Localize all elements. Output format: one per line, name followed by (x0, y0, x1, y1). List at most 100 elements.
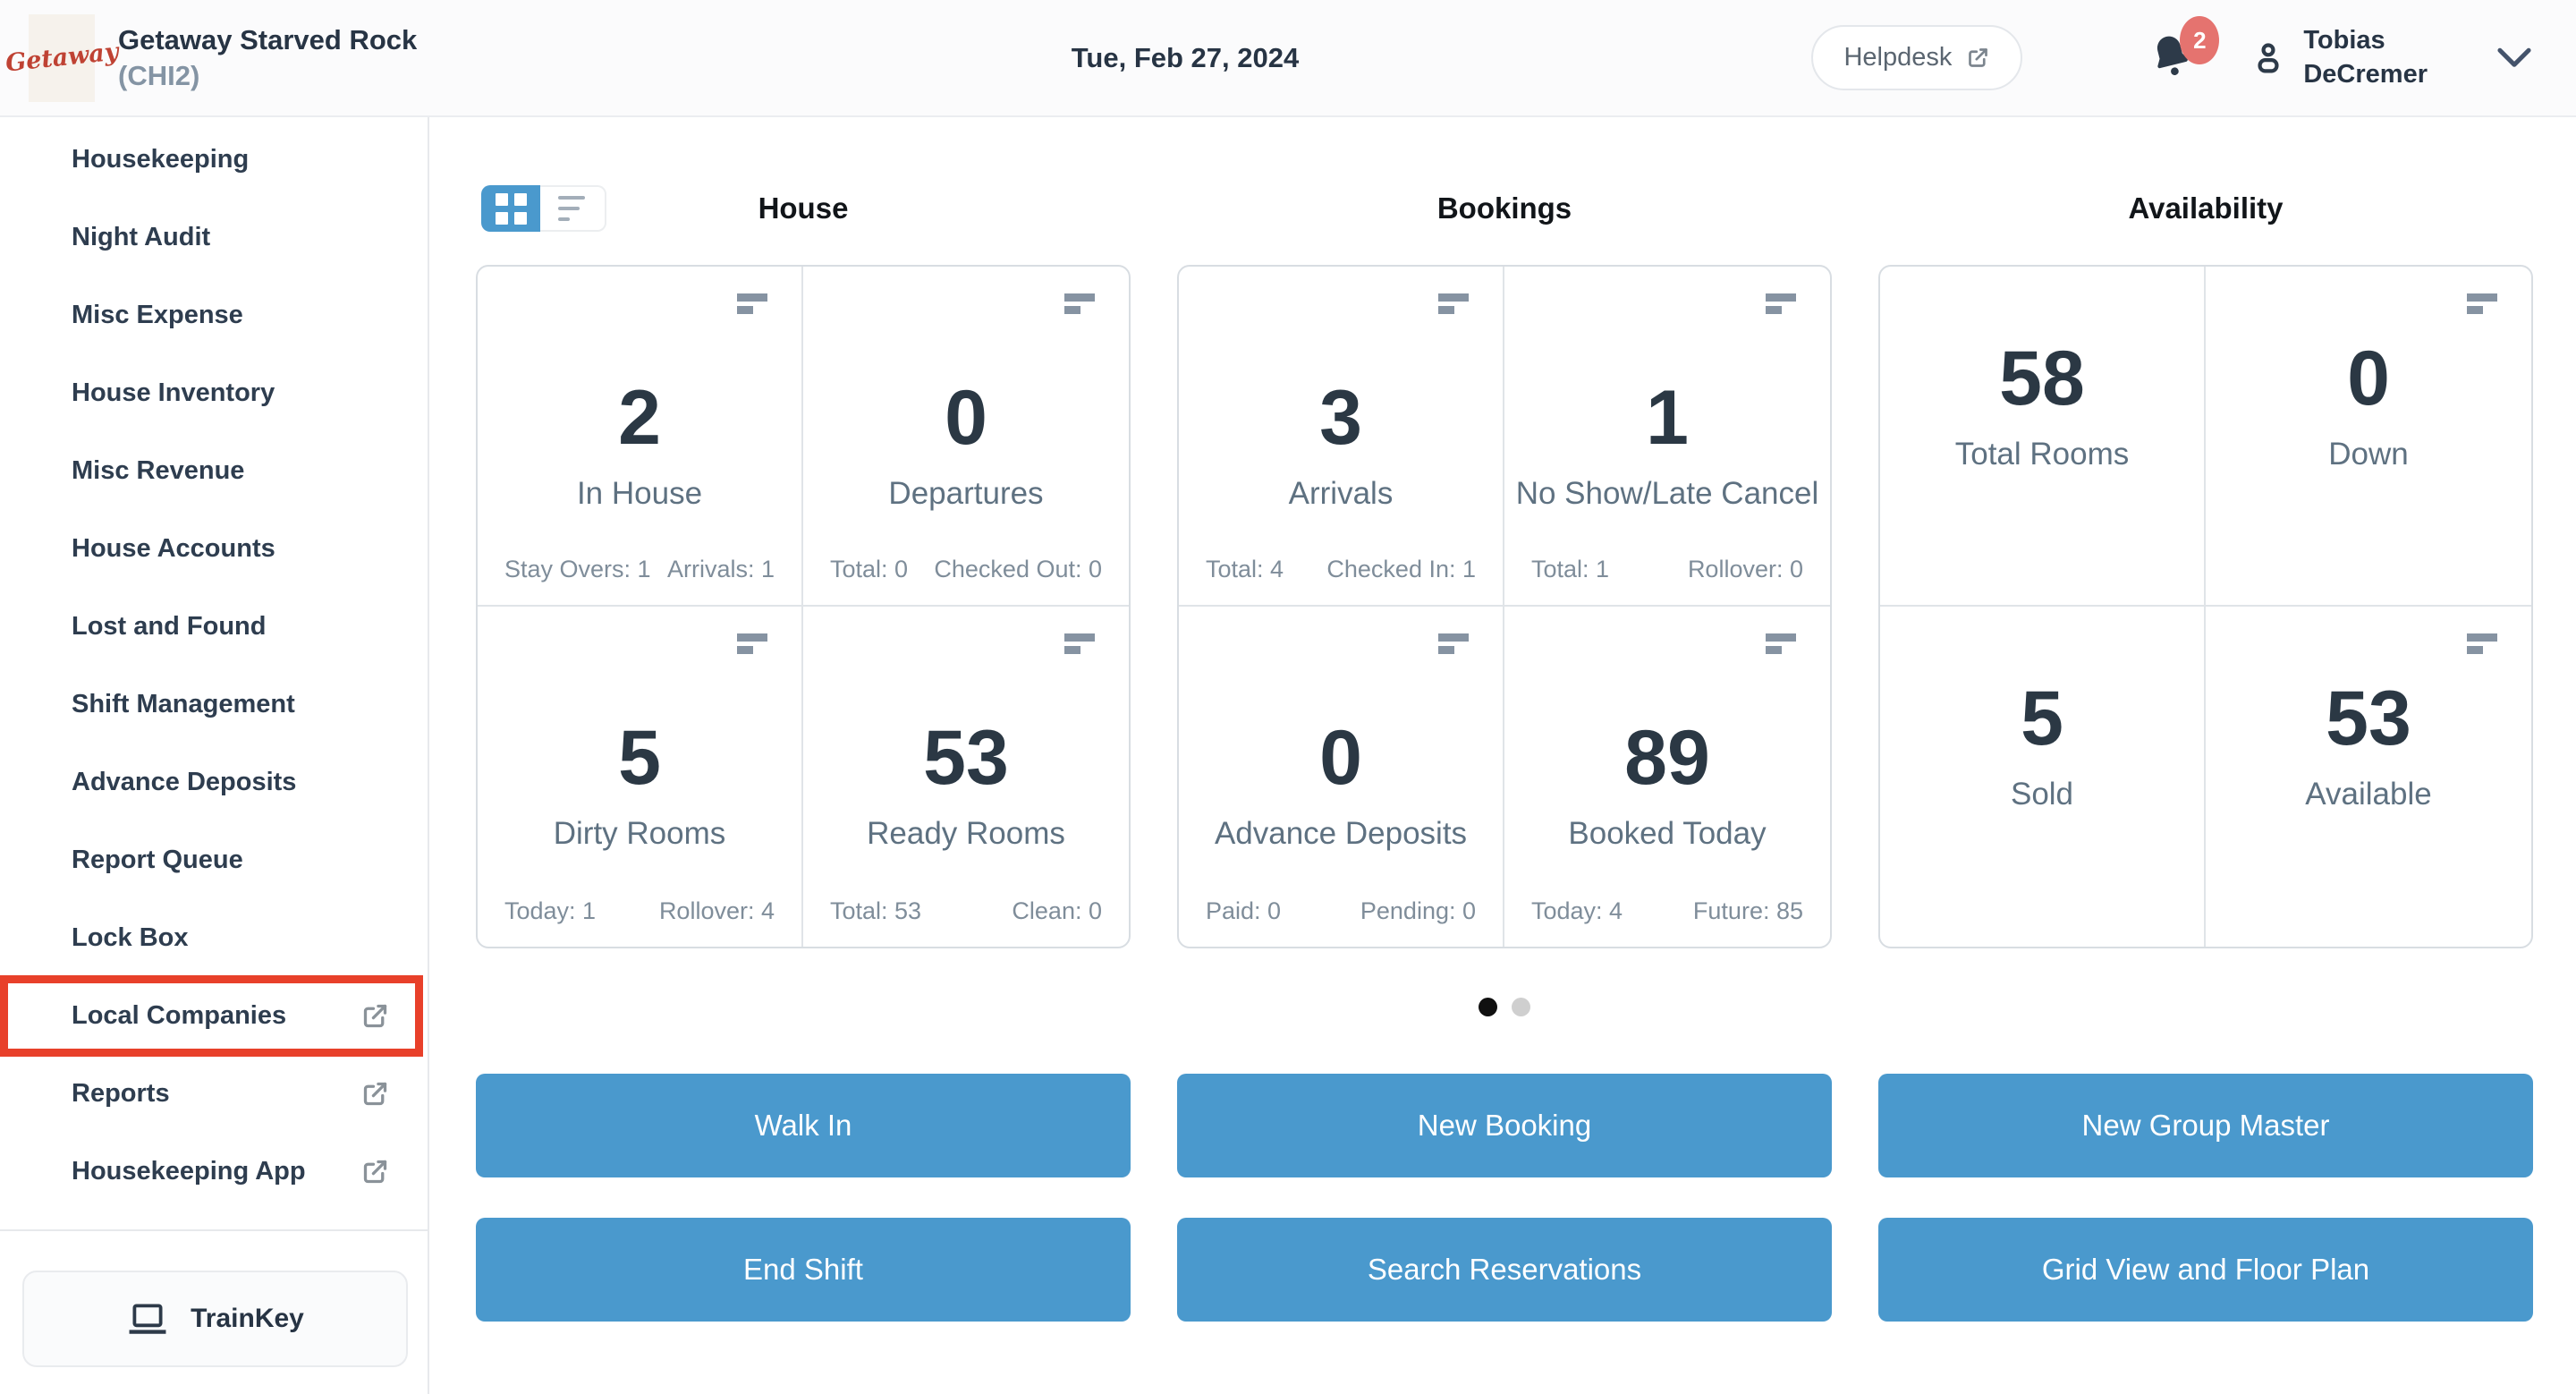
card-dirty-rooms[interactable]: 5 Dirty Rooms Today: 1 Rollover: 4 (478, 607, 803, 947)
grid-view-button[interactable] (481, 185, 540, 232)
sidebar-item-label: Report Queue (72, 846, 243, 874)
sidebar-item-advance-deposits[interactable]: Advance Deposits (0, 744, 428, 821)
card-label: Sold (2010, 777, 2074, 812)
trainkey-button[interactable]: TrainKey (22, 1271, 408, 1367)
sidebar-item-house-inventory[interactable]: House Inventory (0, 354, 428, 432)
card-value: 0 (945, 375, 987, 461)
action-buttons: Walk In New Booking New Group Master End… (476, 1074, 2533, 1322)
card-label: Dirty Rooms (553, 816, 726, 851)
search-reservations-button[interactable]: Search Reservations (1177, 1218, 1832, 1322)
user-icon (2258, 42, 2279, 72)
card-stat: Future: 85 (1692, 897, 1803, 924)
user-first-name: Tobias (2303, 25, 2385, 55)
pagination-dot-2[interactable] (1512, 998, 1530, 1016)
card-value: 89 (1624, 715, 1710, 801)
card-menu-icon[interactable] (1438, 633, 1469, 654)
card-sold[interactable]: 5 Sold (1880, 607, 2206, 947)
sidebar-item-report-queue[interactable]: Report Queue (0, 821, 428, 899)
availability-card-group: 58 Total Rooms 0 Down 5 Sold 53 Availabl… (1878, 265, 2533, 948)
current-date: Tue, Feb 27, 2024 (1071, 41, 1300, 73)
section-titles: House Bookings Availability (476, 185, 2533, 232)
card-stat: Total: 4 (1206, 556, 1284, 582)
carousel-pagination (476, 998, 2533, 1016)
grid-view-floor-plan-button[interactable]: Grid View and Floor Plan (1878, 1218, 2533, 1322)
card-menu-icon[interactable] (1766, 293, 1796, 314)
list-view-button[interactable] (540, 185, 606, 232)
sidebar-item-housekeeping[interactable]: Housekeeping (0, 121, 428, 199)
new-group-master-button[interactable]: New Group Master (1878, 1074, 2533, 1177)
helpdesk-button[interactable]: Helpdesk (1811, 25, 2023, 90)
notifications-button[interactable]: 2 (2148, 16, 2220, 85)
card-menu-icon[interactable] (2467, 293, 2497, 314)
sidebar-item-night-audit[interactable]: Night Audit (0, 199, 428, 276)
user-menu[interactable]: Tobias DeCremer (2250, 24, 2428, 91)
card-departures[interactable]: 0 Departures Total: 0 Checked Out: 0 (803, 267, 1129, 607)
view-toggle (481, 185, 606, 232)
walk-in-button[interactable]: Walk In (476, 1074, 1131, 1177)
sidebar-item-lost-and-found[interactable]: Lost and Found (0, 588, 428, 666)
card-stat: Pending: 0 (1360, 897, 1476, 924)
card-available[interactable]: 53 Available (2206, 607, 2531, 947)
brand-logo[interactable]: Getaway (4, 13, 120, 102)
user-menu-toggle[interactable] (2497, 47, 2531, 69)
sidebar-item-label: House Accounts (72, 534, 275, 563)
list-icon (558, 196, 585, 200)
sidebar-item-label: Misc Expense (72, 301, 243, 329)
sidebar-item-misc-revenue[interactable]: Misc Revenue (0, 432, 428, 510)
card-value: 2 (618, 375, 661, 461)
card-stat: Rollover: 0 (1687, 556, 1803, 582)
card-label: Total Rooms (1954, 437, 2130, 472)
end-shift-button[interactable]: End Shift (476, 1218, 1131, 1322)
card-menu-icon[interactable] (737, 293, 767, 314)
card-menu-icon[interactable] (1766, 633, 1796, 654)
card-stat: Stay Overs: 1 (504, 556, 651, 582)
card-no-show-late-cancel[interactable]: 1 No Show/Late Cancel Total: 1 Rollover:… (1504, 267, 1830, 607)
brand-logo-text: Getaway (4, 38, 120, 78)
card-in-house[interactable]: 2 In House Stay Overs: 1 Arrivals: 1 (478, 267, 803, 607)
bookings-card-group: 3 Arrivals Total: 4 Checked In: 1 1 No S… (1177, 265, 1832, 948)
card-ready-rooms[interactable]: 53 Ready Rooms Total: 53 Clean: 0 (803, 607, 1129, 947)
card-menu-icon[interactable] (1064, 293, 1095, 314)
sidebar-item-label: Housekeeping (72, 145, 250, 174)
sidebar-item-house-accounts[interactable]: House Accounts (0, 510, 428, 588)
helpdesk-label: Helpdesk (1843, 43, 1953, 72)
card-stat: Paid: 0 (1206, 897, 1282, 924)
card-total-rooms[interactable]: 58 Total Rooms (1880, 267, 2206, 607)
sidebar-item-local-companies[interactable]: Local Companies (0, 975, 428, 1057)
card-menu-icon[interactable] (2467, 633, 2497, 654)
property-identity: Getaway Getaway Starved Rock (CHI2) (4, 13, 418, 102)
new-booking-button[interactable]: New Booking (1177, 1074, 1832, 1177)
card-menu-icon[interactable] (1064, 633, 1095, 654)
sidebar-item-reports[interactable]: Reports (0, 1055, 428, 1133)
sidebar-item-housekeeping-app[interactable]: Housekeeping App (0, 1133, 428, 1211)
card-value: 53 (923, 715, 1009, 801)
sidebar-item-label: Lost and Found (72, 612, 267, 641)
pagination-dot-1[interactable] (1479, 998, 1497, 1016)
card-stat: Total: 0 (830, 556, 909, 582)
external-link-icon (1969, 48, 1988, 67)
card-stat: Total: 1 (1531, 556, 1610, 582)
card-advance-deposits[interactable]: 0 Advance Deposits Paid: 0 Pending: 0 (1179, 607, 1504, 947)
card-arrivals[interactable]: 3 Arrivals Total: 4 Checked In: 1 (1179, 267, 1504, 607)
sidebar-item-lock-box[interactable]: Lock Box (0, 899, 428, 977)
sidebar-item-label: House Inventory (72, 378, 275, 407)
card-menu-icon[interactable] (737, 633, 767, 654)
card-stat: Rollover: 4 (658, 897, 775, 924)
sidebar-item-misc-expense[interactable]: Misc Expense (0, 276, 428, 354)
bell-icon (2157, 36, 2189, 75)
app-header: Getaway Getaway Starved Rock (CHI2) Tue,… (0, 0, 2576, 117)
sidebar-item-label: Local Companies (72, 1001, 287, 1030)
card-down[interactable]: 0 Down (2206, 267, 2531, 607)
card-value: 3 (1319, 375, 1362, 461)
card-stat: Total: 53 (830, 897, 922, 924)
property-name: Getaway Starved Rock (118, 23, 418, 55)
card-menu-icon[interactable] (1438, 293, 1469, 314)
sidebar-item-shift-management[interactable]: Shift Management (0, 666, 428, 744)
sidebar-item-label: Lock Box (72, 923, 189, 952)
external-link-icon (363, 1160, 387, 1184)
card-booked-today[interactable]: 89 Booked Today Today: 4 Future: 85 (1504, 607, 1830, 947)
card-value: 5 (2021, 676, 2063, 761)
card-stat: Arrivals: 1 (666, 556, 775, 582)
card-label: Arrivals (1288, 476, 1394, 511)
card-label: Booked Today (1568, 816, 1767, 851)
